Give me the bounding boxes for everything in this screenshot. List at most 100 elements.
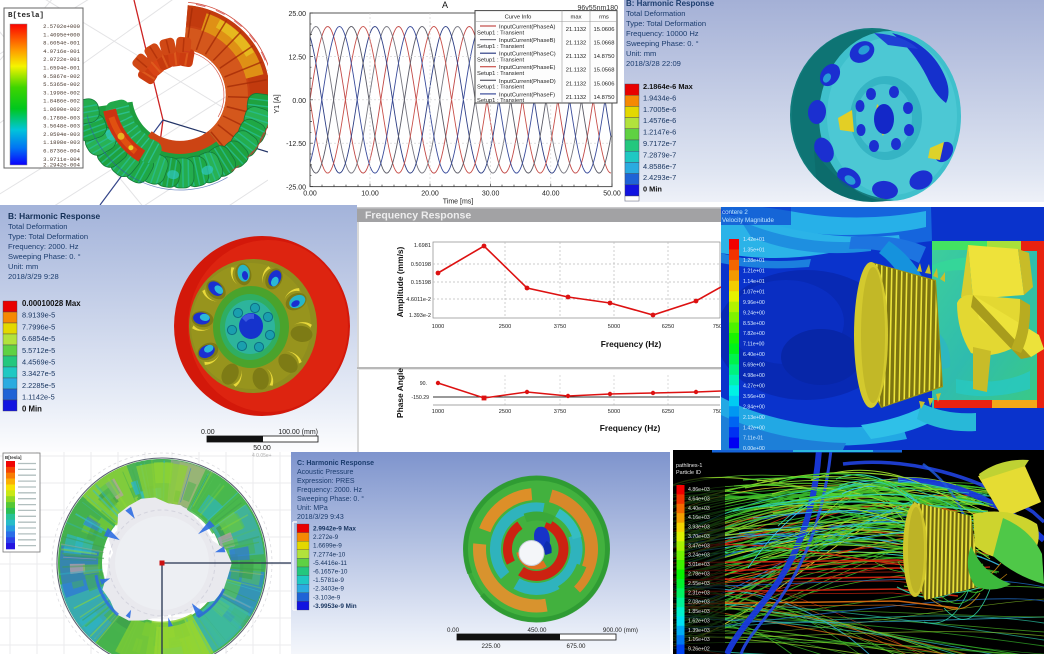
svg-text:Type: Total Deformation: Type: Total Deformation (626, 19, 706, 28)
svg-text:InputCurrent(PhaseB): InputCurrent(PhaseB) (499, 38, 555, 44)
svg-text:50.00: 50.00 (253, 445, 271, 452)
svg-text:Setup1 : Transient: Setup1 : Transient (477, 58, 524, 64)
svg-text:1.21e+01: 1.21e+01 (743, 269, 765, 275)
svg-text:2500: 2500 (499, 324, 511, 330)
svg-text:3.47e+03: 3.47e+03 (688, 543, 710, 549)
svg-text:4.86e+03: 4.86e+03 (688, 487, 710, 493)
svg-text:1.393e-2: 1.393e-2 (409, 313, 431, 319)
svg-text:A: A (442, 0, 448, 10)
svg-text:12.50: 12.50 (288, 54, 306, 61)
svg-text:▲: ▲ (623, 6, 624, 13)
svg-text:4.8586e-7: 4.8586e-7 (643, 162, 676, 171)
svg-text:Total Deformation: Total Deformation (626, 9, 686, 18)
svg-text:1.62e+03: 1.62e+03 (688, 618, 710, 624)
svg-text:2.08e+03: 2.08e+03 (688, 600, 710, 606)
svg-text:0 Min: 0 Min (643, 185, 662, 194)
svg-text:50.00: 50.00 (603, 191, 621, 198)
svg-text:1.07e+01: 1.07e+01 (743, 290, 765, 296)
svg-text:1.0690e-002: 1.0690e-002 (43, 106, 80, 113)
svg-text:Particle ID: Particle ID (676, 470, 701, 476)
svg-text:Frequency: 10000 Hz: Frequency: 10000 Hz (626, 29, 699, 38)
svg-text:96v55nm180: 96v55nm180 (578, 5, 619, 12)
svg-text:7500: 7500 (713, 324, 721, 330)
svg-text:1000: 1000 (432, 324, 444, 330)
svg-text:2018/3/29 9:43: 2018/3/29 9:43 (297, 514, 344, 521)
svg-text:Y1 [A]: Y1 [A] (274, 94, 281, 113)
svg-text:-150.29: -150.29 (411, 395, 429, 401)
svg-text:1.28e+01: 1.28e+01 (743, 258, 765, 264)
svg-text:15.0606: 15.0606 (594, 27, 615, 33)
svg-text:7.2879e-7: 7.2879e-7 (643, 150, 676, 159)
svg-text:2.5702e+000: 2.5702e+000 (43, 23, 81, 30)
svg-text:7.82e+00: 7.82e+00 (743, 331, 765, 337)
svg-text:21.1132: 21.1132 (566, 95, 587, 101)
svg-text:-1.5781e-9: -1.5781e-9 (313, 577, 344, 584)
svg-text:225.00: 225.00 (482, 643, 501, 650)
svg-text:Unit: MPa: Unit: MPa (297, 505, 328, 512)
svg-text:Frequency: 2000. Hz: Frequency: 2000. Hz (297, 487, 362, 494)
svg-text:0.00010028 Max: 0.00010028 Max (22, 299, 81, 308)
svg-text:Frequency (Hz): Frequency (Hz) (600, 423, 661, 433)
svg-text:21.1132: 21.1132 (566, 81, 587, 87)
svg-text:B: Harmonic Response: B: Harmonic Response (626, 0, 715, 8)
svg-text:6250: 6250 (662, 324, 674, 330)
svg-text:Time [ms]: Time [ms] (443, 199, 474, 206)
svg-text:6250: 6250 (662, 409, 674, 415)
svg-text:1.16e+03: 1.16e+03 (688, 637, 710, 643)
svg-text:2.9942e-9 Max: 2.9942e-9 Max (313, 526, 356, 533)
svg-text:3.93e+03: 3.93e+03 (688, 525, 710, 531)
svg-text:90.: 90. (420, 381, 427, 387)
svg-text:0.00: 0.00 (201, 429, 215, 436)
svg-text:InputCurrent(PhaseE): InputCurrent(PhaseE) (499, 65, 555, 71)
svg-text:6.40e+00: 6.40e+00 (743, 352, 765, 358)
svg-text:2018/3/29 9:28: 2018/3/29 9:28 (8, 272, 59, 281)
svg-text:5000: 5000 (608, 409, 620, 415)
svg-text:contere 2: contere 2 (722, 209, 748, 216)
svg-text:1.42e+01: 1.42e+01 (743, 237, 765, 243)
svg-text:Velocity Magnitude: Velocity Magnitude (722, 217, 774, 224)
svg-text:3.3427e-5: 3.3427e-5 (22, 369, 55, 378)
svg-text:1.39e+03: 1.39e+03 (688, 628, 710, 634)
svg-text:4 0.05e+: 4 0.05e+ (252, 453, 272, 459)
svg-text:450.00: 450.00 (528, 627, 547, 634)
svg-text:0.00e+00: 0.00e+00 (743, 446, 765, 450)
svg-text:4.4569e-5: 4.4569e-5 (22, 358, 55, 367)
svg-text:1.1142e-5: 1.1142e-5 (22, 393, 55, 402)
svg-text:Unit: mm: Unit: mm (8, 262, 38, 271)
svg-text:3.1998e-002: 3.1998e-002 (43, 89, 80, 96)
svg-text:4.27e+00: 4.27e+00 (743, 384, 765, 390)
svg-text:40.00: 40.00 (542, 191, 560, 198)
svg-text:C: Harmonic Response: C: Harmonic Response (297, 460, 374, 467)
svg-text:15.0568: 15.0568 (594, 68, 615, 74)
svg-text:Phase Angle: Phase Angle (395, 368, 405, 418)
svg-text:10.00: 10.00 (361, 191, 379, 198)
svg-text:-3.9953e-9 Min: -3.9953e-9 Min (313, 603, 357, 610)
svg-text:2018/3/28 22:09: 2018/3/28 22:09 (626, 59, 681, 68)
svg-text:7.11e-01: 7.11e-01 (743, 436, 763, 442)
svg-text:1.6594e-001: 1.6594e-001 (43, 65, 81, 72)
svg-text:-3.103e-9: -3.103e-9 (313, 594, 341, 601)
svg-text:1.6699e-9: 1.6699e-9 (313, 543, 342, 550)
svg-text:Setup1 : Transient: Setup1 : Transient (477, 85, 524, 91)
svg-text:7.11e+00: 7.11e+00 (743, 342, 765, 348)
svg-text:1.8486e-002: 1.8486e-002 (43, 98, 80, 105)
svg-text:14.8750: 14.8750 (594, 95, 615, 101)
svg-text:Frequency (Hz): Frequency (Hz) (601, 339, 662, 349)
svg-text:21.1132: 21.1132 (566, 27, 587, 33)
svg-text:20.00: 20.00 (421, 191, 439, 198)
svg-text:Setup1 : Transient: Setup1 : Transient (477, 98, 524, 104)
svg-text:Total Deformation: Total Deformation (8, 222, 68, 231)
svg-text:1.4095e+000: 1.4095e+000 (43, 31, 81, 38)
svg-text:7.7996e-5: 7.7996e-5 (22, 322, 55, 331)
svg-text:6.6854e-5: 6.6854e-5 (22, 334, 55, 343)
svg-text:Curve Info: Curve Info (505, 15, 532, 21)
svg-text:21.1132: 21.1132 (566, 54, 587, 60)
svg-text:21.1132: 21.1132 (566, 68, 587, 74)
svg-text:2.84e+00: 2.84e+00 (743, 404, 765, 410)
svg-text:2.2942e-004: 2.2942e-004 (43, 162, 81, 169)
svg-text:3.01e+03: 3.01e+03 (688, 562, 710, 568)
svg-text:1.14e+01: 1.14e+01 (743, 279, 765, 285)
svg-text:0.00: 0.00 (292, 98, 306, 105)
svg-text:2.78e+03: 2.78e+03 (688, 572, 710, 578)
svg-text:100.00 (mm): 100.00 (mm) (278, 429, 318, 436)
